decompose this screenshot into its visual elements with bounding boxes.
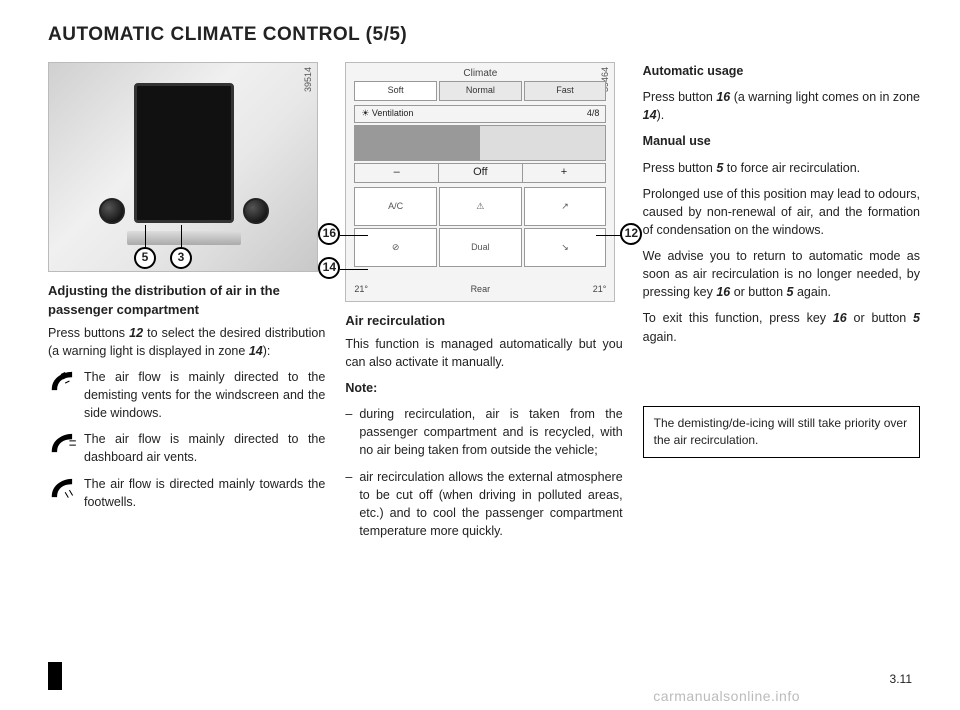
note-heading: Note:	[345, 379, 622, 397]
manual-heading: Manual use	[643, 132, 920, 150]
tab-fast: Fast	[524, 81, 607, 101]
climate-header: Climate	[463, 67, 497, 82]
bottom-row: 21° Rear 21°	[354, 281, 606, 299]
col2-heading: Air recirculation	[345, 312, 622, 331]
airflow-demist: The air flow is mainly directed to the d…	[48, 368, 325, 422]
dashboard-illustration	[79, 83, 289, 253]
off-center: Off	[439, 164, 523, 182]
callout-12: 12	[620, 223, 642, 245]
tab-soft: Soft	[354, 81, 437, 101]
priority-note: The demisting/de-icing will still take p…	[643, 406, 920, 459]
grid-up: ↗	[524, 187, 607, 226]
columns: 39514 5 3 Adjusting the distribution of …	[48, 62, 920, 548]
col1-heading: Adjusting the distribution of air in the…	[48, 282, 325, 320]
col-3: Automatic usage Press button 16 (a warni…	[643, 62, 920, 548]
col1-p1: Press buttons 12 to select the desired d…	[48, 324, 325, 360]
manual-p2: Prolonged use of this position may lead …	[643, 185, 920, 239]
note-list: during recirculation, air is taken from …	[345, 405, 622, 540]
auto-p: Press button 16 (a warning light comes o…	[643, 88, 920, 124]
watermark: carmanualsonline.info	[653, 688, 800, 704]
airflow-foot: The air flow is directed mainly towards …	[48, 475, 325, 511]
off-minus: –	[355, 164, 439, 182]
page-number: 3.11	[890, 672, 912, 686]
col-1: 39514 5 3 Adjusting the distribution of …	[48, 62, 325, 548]
fig1-id: 39514	[302, 67, 315, 92]
callout-16: 16	[318, 223, 340, 245]
left-knob	[99, 198, 125, 224]
footwell-icon	[48, 475, 78, 501]
grid-recirc: ⊘	[354, 228, 437, 267]
note-1: during recirculation, air is taken from …	[345, 405, 622, 459]
right-knob	[243, 198, 269, 224]
figure-dashboard: 39514 5 3	[48, 62, 318, 272]
manual-p3: We advise you to return to automatic mod…	[643, 247, 920, 301]
demist-icon	[48, 368, 78, 394]
auto-heading: Automatic usage	[643, 62, 920, 80]
off-plus: +	[523, 164, 606, 182]
ventilation-row: ☀ Ventilation 4/8	[354, 105, 606, 123]
lead-16	[340, 235, 368, 236]
manual-p1: Press button 5 to force air recirculatio…	[643, 159, 920, 177]
airflow-dash-text: The air flow is mainly directed to the d…	[84, 430, 325, 466]
airflow-dash: The air flow is mainly directed to the d…	[48, 430, 325, 466]
figure-climate-screen: 39464 Climate Soft Normal Fast ☀ Ventila…	[345, 62, 615, 302]
col2-p1: This function is managed automatically b…	[345, 335, 622, 371]
page-title: AUTOMATIC CLIMATE CONTROL (5/5)	[48, 24, 920, 46]
center-screen	[134, 83, 234, 223]
airflow-foot-text: The air flow is directed mainly towards …	[84, 475, 325, 511]
col-2: 39464 Climate Soft Normal Fast ☀ Ventila…	[345, 62, 622, 548]
grid-down: ↘	[524, 228, 607, 267]
thumb-tab	[48, 662, 62, 690]
mode-tabs: Soft Normal Fast	[354, 81, 606, 101]
manual-page: AUTOMATIC CLIMATE CONTROL (5/5) 39514 5 …	[0, 0, 960, 710]
grid-dual: Dual	[439, 228, 522, 267]
manual-p4: To exit this function, press key 16 or b…	[643, 309, 920, 345]
off-row: – Off +	[354, 163, 606, 183]
callout-3: 3	[170, 247, 192, 269]
callout-5: 5	[134, 247, 156, 269]
icons-grid: A/C ⚠ ↗ ⊘ Dual ↘	[354, 187, 606, 267]
ventilation-bar	[354, 125, 606, 161]
tab-normal: Normal	[439, 81, 522, 101]
grid-warn: ⚠	[439, 187, 522, 226]
callout-14: 14	[318, 257, 340, 279]
lead-14	[340, 269, 368, 270]
dash-vent-icon	[48, 430, 78, 456]
airflow-demist-text: The air flow is mainly directed to the d…	[84, 368, 325, 422]
note-2: air recirculation allows the external at…	[345, 468, 622, 541]
grid-ac: A/C	[354, 187, 437, 226]
